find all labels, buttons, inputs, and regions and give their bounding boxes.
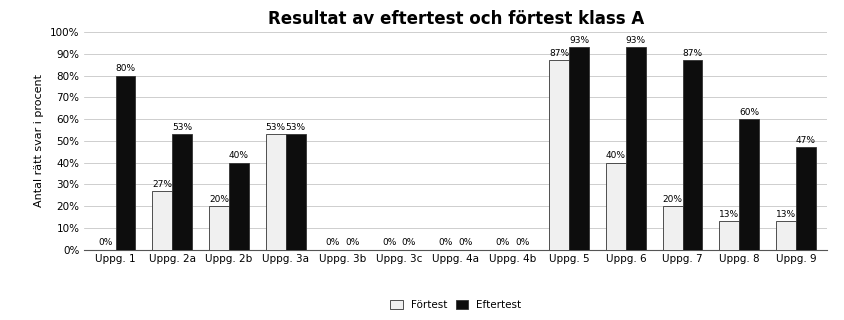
Text: 47%: 47%	[796, 136, 816, 145]
Bar	[719, 221, 739, 250]
Text: 93%: 93%	[625, 36, 646, 45]
Text: 60%: 60%	[739, 108, 760, 117]
Text: 13%: 13%	[719, 210, 739, 219]
Text: 0%: 0%	[495, 238, 510, 247]
Bar	[683, 60, 702, 250]
Bar	[153, 191, 172, 250]
Text: 20%: 20%	[663, 195, 683, 204]
Text: 0%: 0%	[458, 238, 473, 247]
Text: 0%: 0%	[325, 238, 339, 247]
Text: 40%: 40%	[606, 151, 626, 160]
Bar	[116, 76, 135, 250]
Text: 53%: 53%	[285, 123, 306, 132]
Text: 0%: 0%	[99, 238, 113, 247]
Bar	[266, 134, 285, 250]
Text: 13%: 13%	[776, 210, 796, 219]
Bar	[172, 134, 192, 250]
Text: 27%: 27%	[153, 180, 172, 189]
Bar	[626, 47, 646, 250]
Text: 0%: 0%	[345, 238, 360, 247]
Bar	[663, 206, 683, 250]
Bar	[739, 119, 759, 250]
Text: 0%: 0%	[439, 238, 453, 247]
Text: 0%: 0%	[515, 238, 529, 247]
Text: 87%: 87%	[549, 49, 570, 58]
Y-axis label: Antal rätt svar i procent: Antal rätt svar i procent	[35, 74, 45, 207]
Bar	[285, 134, 306, 250]
Text: 0%: 0%	[402, 238, 416, 247]
Bar	[796, 147, 816, 250]
Title: Resultat av eftertest och förtest klass A: Resultat av eftertest och förtest klass …	[268, 10, 644, 28]
Bar	[209, 206, 229, 250]
Text: 87%: 87%	[683, 49, 702, 58]
Bar	[569, 47, 589, 250]
Text: 0%: 0%	[382, 238, 397, 247]
Bar	[776, 221, 796, 250]
Bar	[606, 163, 626, 250]
Text: 80%: 80%	[116, 64, 136, 73]
Bar	[549, 60, 569, 250]
Text: 53%: 53%	[266, 123, 286, 132]
Text: 93%: 93%	[569, 36, 589, 45]
Text: 20%: 20%	[209, 195, 229, 204]
Legend: Förtest, Eftertest: Förtest, Eftertest	[386, 296, 526, 314]
Bar	[229, 163, 249, 250]
Text: 40%: 40%	[229, 151, 249, 160]
Text: 53%: 53%	[172, 123, 192, 132]
